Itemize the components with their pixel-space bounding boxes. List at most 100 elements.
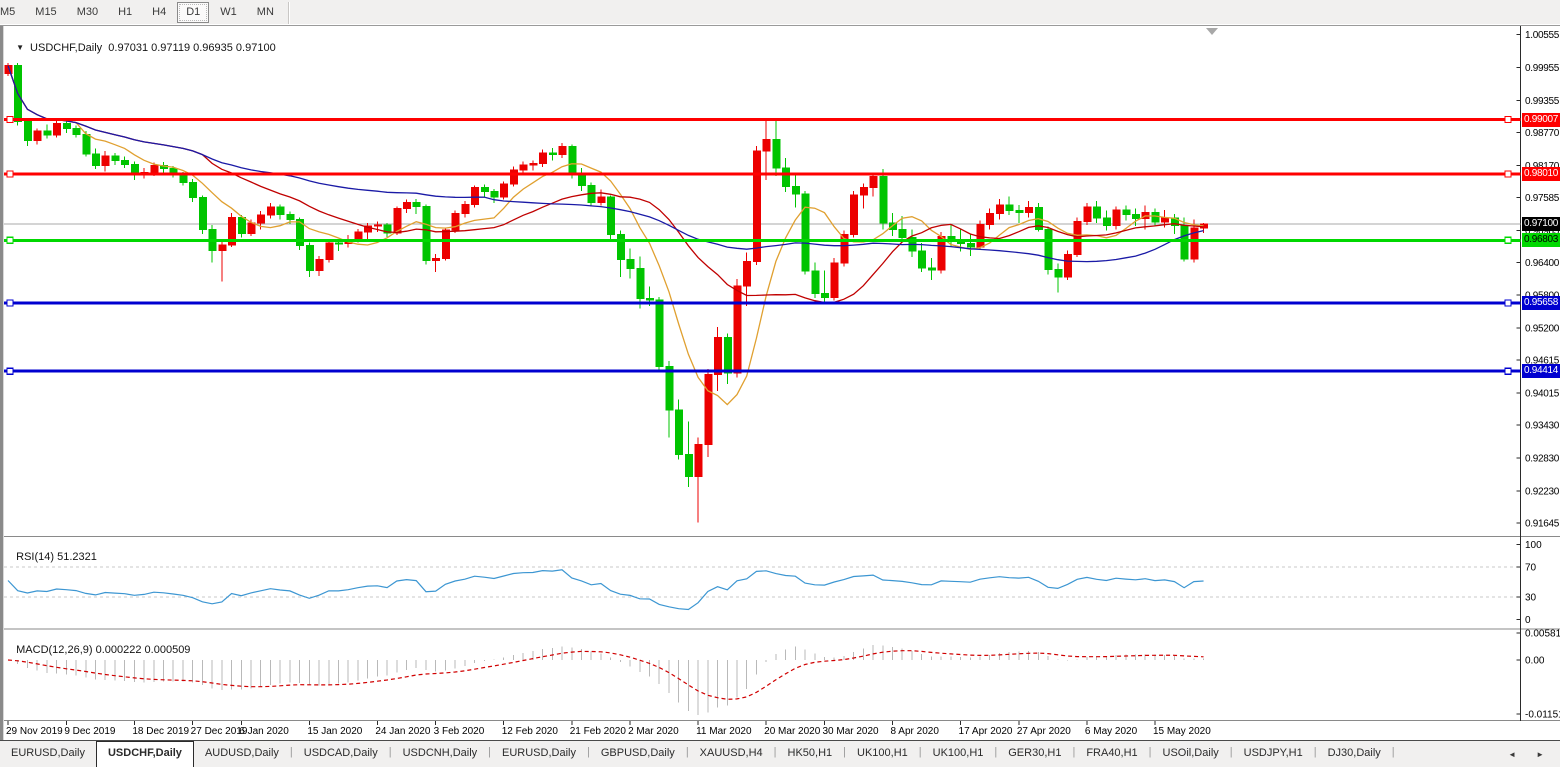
price-line-handle[interactable] (6, 236, 14, 244)
symbol-tab-uk100-h1-9[interactable]: UK100,H1 (857, 747, 908, 759)
candle-body (529, 163, 538, 166)
timeframe-button-m30[interactable]: M30 (76, 6, 99, 18)
symbol-tab-usdcad-daily-3[interactable]: USDCAD,Daily (303, 747, 378, 759)
candle-body (684, 454, 693, 478)
candle-body (189, 181, 198, 199)
candle-body (675, 409, 684, 456)
candle-body (1132, 214, 1141, 220)
price-line-badge-0.94414[interactable]: 0.94414 (1522, 364, 1560, 379)
timeframe-button-m15[interactable]: M15 (35, 6, 57, 18)
price-line-handle[interactable] (6, 367, 14, 375)
price-line-handle[interactable] (1504, 236, 1512, 244)
tab-separator: | (1148, 746, 1152, 758)
tab-separator: | (488, 746, 492, 758)
candle-body (820, 293, 829, 298)
tab-separator: | (918, 746, 922, 758)
candle-body (898, 228, 907, 239)
candle-body (665, 365, 674, 411)
symbol-tab-usdcnh-daily-4[interactable]: USDCNH,Daily (402, 747, 478, 759)
candle-body (539, 152, 548, 165)
price-line-handle[interactable] (1504, 115, 1512, 124)
price-line-handle[interactable] (6, 299, 14, 307)
candle-body (111, 155, 120, 161)
tab-separator: | (1313, 746, 1317, 758)
date-tick-label: 3 Feb 2020 (434, 726, 485, 737)
toolbar-separator (287, 1, 290, 24)
tab-separator: | (773, 746, 777, 758)
symbol-tab-gbpusd-daily-6[interactable]: GBPUSD,Daily (600, 747, 675, 759)
timeframe-button-m5[interactable]: M5 (0, 6, 16, 18)
date-tick-label: 27 Apr 2020 (1017, 726, 1071, 737)
macd-tick-label: 0.00 (1525, 656, 1545, 667)
candle-body (354, 231, 363, 240)
rsi-tick-label: 0 (1525, 615, 1531, 626)
candle-body (1102, 217, 1111, 227)
symbol-tab-eurusd-daily-5[interactable]: EURUSD,Daily (502, 747, 576, 759)
candle-body (879, 175, 888, 224)
candle-body (986, 213, 995, 226)
tab-separator: | (1072, 746, 1076, 758)
candle-body (772, 139, 781, 169)
candle-body (859, 186, 868, 196)
price-line-badge-0.95658[interactable]: 0.95658 (1522, 296, 1560, 311)
chart-shift-marker-icon (1206, 28, 1218, 35)
date-tick-label: 12 Feb 2020 (502, 726, 559, 737)
price-line-handle[interactable] (1504, 367, 1512, 375)
candle-body (577, 173, 586, 187)
symbol-tab-ger30-h1-11[interactable]: GER30,H1 (1008, 747, 1062, 759)
timeframe-button-h4[interactable]: H4 (152, 6, 167, 18)
symbol-tab-usdjpy-h1-14[interactable]: USDJPY,H1 (1243, 747, 1303, 759)
price-line-badge-0.98010[interactable]: 0.98010 (1522, 167, 1560, 182)
date-tick-label: 6 May 2020 (1085, 726, 1138, 737)
moving-average-8 (7, 65, 1204, 406)
price-tick-label: 0.94615 (1525, 356, 1560, 367)
timeframe-button-mn[interactable]: MN (256, 6, 274, 18)
price-line-badge-0.96803[interactable]: 0.96803 (1522, 233, 1560, 248)
tab-scroll-right-icon[interactable]: ► (1536, 750, 1544, 759)
timeframe-button-h1[interactable]: H1 (118, 6, 133, 18)
date-tick-label: 30 Mar 2020 (822, 726, 879, 737)
date-tick-label: 17 Apr 2020 (959, 726, 1013, 737)
macd-signal-line (7, 650, 1204, 700)
price-line-handle[interactable] (6, 170, 14, 178)
candle-body (490, 191, 499, 198)
symbol-tab-eurusd-daily-0[interactable]: EURUSD,Daily (11, 747, 85, 759)
price-line-handle[interactable] (6, 115, 14, 124)
price-line-badge-0.99007[interactable]: 0.99007 (1522, 112, 1560, 127)
symbol-tab-uk100-h1-10[interactable]: UK100,H1 (932, 747, 984, 759)
candle-body (1044, 228, 1053, 270)
candle-body (655, 299, 664, 367)
candle-body (1190, 227, 1199, 260)
candle-body (646, 298, 655, 301)
timeframe-toolbar: M5 M15 M30 H1 H4 D1 W1 MN (0, 0, 1560, 26)
symbol-tab-usoil-daily-13[interactable]: USOil,Daily (1162, 747, 1219, 759)
symbol-tab-fra40-h1-12[interactable]: FRA40,H1 (1086, 747, 1138, 759)
candle-body (403, 202, 412, 210)
candle-body (500, 183, 509, 198)
candle-body (101, 155, 110, 166)
candle-body (286, 214, 295, 221)
candle-body (23, 121, 32, 142)
candle-body (1161, 217, 1170, 223)
candle-body (762, 139, 771, 152)
price-line-handle[interactable] (1504, 170, 1512, 178)
symbol-tab-hk50-h1-8[interactable]: HK50,H1 (787, 747, 833, 759)
price-tick-label: 0.99355 (1525, 96, 1560, 107)
macd-name: MACD(12,26,9) (16, 644, 93, 656)
symbol-tab-dj30-daily-15[interactable]: DJ30,Daily (1327, 747, 1381, 759)
price-tick-label: 0.91645 (1525, 518, 1560, 529)
candle-body (91, 153, 100, 166)
candle-body (480, 186, 489, 193)
candle-body (850, 194, 859, 235)
date-tick-label: 9 Dec 2019 (64, 726, 116, 737)
symbol-tab-audusd-daily-2[interactable]: AUDUSD,Daily (204, 747, 279, 759)
candle-body (830, 262, 839, 298)
date-tick-label: 27 Dec 2019 (191, 726, 248, 737)
price-line-handle[interactable] (1504, 299, 1512, 307)
symbol-tab-xauusd-h4-7[interactable]: XAUUSD,H4 (699, 747, 763, 759)
symbol-tab-usdchf-daily-1[interactable]: USDCHF,Daily (95, 741, 194, 767)
tab-scroll-left-icon[interactable]: ◄ (1508, 750, 1516, 759)
timeframe-button-d1[interactable]: D1 (177, 2, 210, 23)
timeframe-button-w1[interactable]: W1 (220, 6, 237, 18)
